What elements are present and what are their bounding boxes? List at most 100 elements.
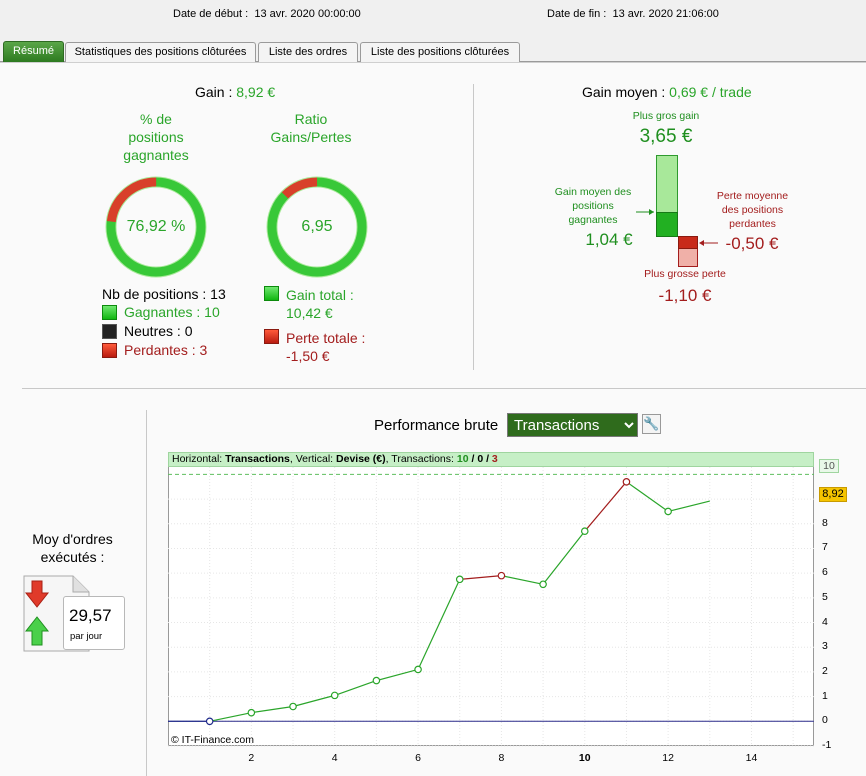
orders-unit: par jour bbox=[70, 631, 103, 642]
series-segment bbox=[501, 575, 544, 585]
x-tick-label: 2 bbox=[248, 752, 255, 764]
series-segment bbox=[459, 575, 502, 580]
winning-swatch bbox=[102, 305, 117, 320]
data-point bbox=[664, 507, 672, 516]
y-tick-label: 6 bbox=[822, 566, 828, 579]
header-bar: Date de début : 13 avr. 2020 00:00:00 Da… bbox=[0, 0, 866, 30]
orders-title-2: exécutés : bbox=[40, 549, 105, 565]
legend-horizontal-value: Transactions bbox=[225, 453, 290, 465]
winning-count: Gagnantes : 10 bbox=[124, 304, 220, 320]
tab-resume[interactable]: Résumé bbox=[3, 41, 64, 62]
avg-win-label: Gain moyen des positions gagnantes bbox=[548, 185, 638, 227]
ratio-loss-arc bbox=[267, 177, 367, 277]
wrench-icon[interactable]: 🔧 bbox=[642, 414, 661, 434]
gain-total: Gain total : 10,42 € bbox=[286, 286, 354, 322]
legend-separator-1: / bbox=[471, 453, 475, 465]
data-point bbox=[622, 478, 631, 486]
tab-orders-list[interactable]: Liste des ordres bbox=[258, 42, 358, 62]
avg-loss-value: -0,50 € bbox=[725, 234, 779, 253]
avg-loss-label: Perte moyenne des positions perdantes bbox=[710, 189, 795, 231]
losing-swatch bbox=[102, 343, 117, 358]
data-point bbox=[497, 571, 506, 580]
tab-bar: Résumé Statistiques des positions clôtur… bbox=[0, 40, 866, 62]
series-segment bbox=[542, 530, 586, 585]
ratio-value: 6,95 bbox=[301, 218, 333, 235]
legend-win-count: 10 bbox=[456, 453, 469, 465]
loss-total: Perte totale : -1,50 € bbox=[286, 329, 365, 365]
avg-win-label-2: positions bbox=[572, 200, 614, 212]
loss-total-swatch bbox=[264, 329, 279, 344]
data-point bbox=[330, 691, 339, 700]
end-date-label: Date de fin : bbox=[547, 8, 607, 20]
gain-total-label: Gain total : bbox=[286, 287, 354, 303]
y-tick-label: 4 bbox=[822, 615, 828, 628]
data-point bbox=[289, 702, 297, 711]
performance-mode-select[interactable]: Transactions bbox=[507, 413, 638, 437]
end-date-value: 13 avr. 2020 21:06:00 bbox=[612, 8, 719, 20]
avg-loss-arrow bbox=[699, 240, 718, 246]
orders-value-box: 29,57 par jour bbox=[63, 596, 125, 650]
tab-closed-positions-list[interactable]: Liste des positions clôturées bbox=[360, 42, 520, 62]
orders-card: 29,57 par jour bbox=[23, 575, 125, 652]
current-value-badge: 8,92 bbox=[819, 487, 847, 502]
legend-neutral-count: 0 bbox=[477, 453, 484, 465]
orders-title: Moy d'ordres exécutés : bbox=[10, 530, 135, 566]
y-tick-label: 7 bbox=[822, 541, 828, 554]
losing-count: Perdantes : 3 bbox=[124, 342, 208, 358]
chart-top-marker: 10 bbox=[819, 459, 839, 473]
ratio-title-2: Gains/Pertes bbox=[270, 129, 352, 145]
ratio-title: Ratio Gains/Pertes bbox=[256, 110, 366, 146]
data-point bbox=[539, 580, 547, 589]
start-date-value: 13 avr. 2020 00:00:00 bbox=[254, 8, 361, 20]
avg-loss-label-3: perdantes bbox=[729, 218, 776, 230]
biggest-gain-label: Plus gros gain bbox=[632, 110, 700, 122]
end-date: Date de fin : 13 avr. 2020 21:06:00 bbox=[547, 8, 719, 20]
chart-watermark: © IT-Finance.com bbox=[171, 734, 255, 746]
series-segment bbox=[584, 481, 627, 532]
avg-gain-value: 0,69 € / trade bbox=[669, 84, 752, 100]
orders-value: 29,57 bbox=[69, 606, 112, 625]
x-tick-label: 10 bbox=[578, 752, 591, 764]
neutral-swatch bbox=[102, 324, 117, 339]
avg-loss-bar bbox=[678, 236, 698, 249]
series-segment bbox=[376, 668, 419, 682]
x-tick-label: 4 bbox=[331, 752, 338, 764]
y-tick-label: 1 bbox=[822, 689, 828, 702]
pct-winning-title-2: positions bbox=[128, 129, 184, 145]
avg-gain-heading: Gain moyen : 0,69 € / trade bbox=[582, 84, 752, 100]
start-date: Date de début : 13 avr. 2020 00:00:00 bbox=[173, 8, 361, 20]
loss-total-label: Perte totale : bbox=[286, 330, 366, 346]
performance-label: Performance brute bbox=[374, 417, 499, 434]
horizontal-divider bbox=[22, 388, 866, 389]
loss-total-value: -1,50 € bbox=[286, 348, 330, 364]
avg-loss-label-1: Perte moyenne bbox=[716, 190, 789, 202]
x-tick-label: 8 bbox=[498, 752, 505, 764]
series-segment bbox=[334, 680, 377, 696]
biggest-gain-value: 3,65 € bbox=[639, 126, 693, 147]
gain-label: Gain : bbox=[195, 84, 233, 100]
pct-winning-value: 76,92 % bbox=[126, 218, 186, 235]
start-date-label: Date de début : bbox=[173, 8, 249, 20]
avg-win-value: 1,04 € bbox=[585, 230, 633, 249]
orders-title-1: Moy d'ordres bbox=[32, 531, 113, 547]
biggest-loss-value: -1,10 € bbox=[658, 286, 712, 305]
pct-winning-title: % de positions gagnantes bbox=[96, 110, 216, 164]
legend-horizontal-label: Horizontal: bbox=[172, 453, 223, 465]
y-tick-label: 3 bbox=[822, 640, 828, 653]
gain-value: 8,92 € bbox=[236, 84, 276, 100]
data-point bbox=[455, 575, 464, 584]
legend-transactions-label: Transactions: bbox=[391, 453, 454, 465]
avg-gain-arrow bbox=[636, 209, 654, 215]
data-point bbox=[205, 717, 214, 726]
avg-loss-label-2: des positions bbox=[721, 204, 784, 216]
legend-vertical-value: Devise (€) bbox=[336, 453, 386, 465]
y-tick-label: 2 bbox=[822, 664, 828, 677]
avg-gain-label: Gain moyen : bbox=[582, 84, 666, 100]
tab-closed-positions-stats[interactable]: Statistiques des positions clôturées bbox=[65, 42, 256, 62]
performance-chart bbox=[168, 452, 814, 746]
neutral-count: Neutres : 0 bbox=[124, 323, 193, 339]
series-segment bbox=[292, 694, 335, 708]
y-tick-label: 8 bbox=[822, 516, 828, 529]
biggest-loss-label: Plus grosse perte bbox=[644, 268, 726, 280]
